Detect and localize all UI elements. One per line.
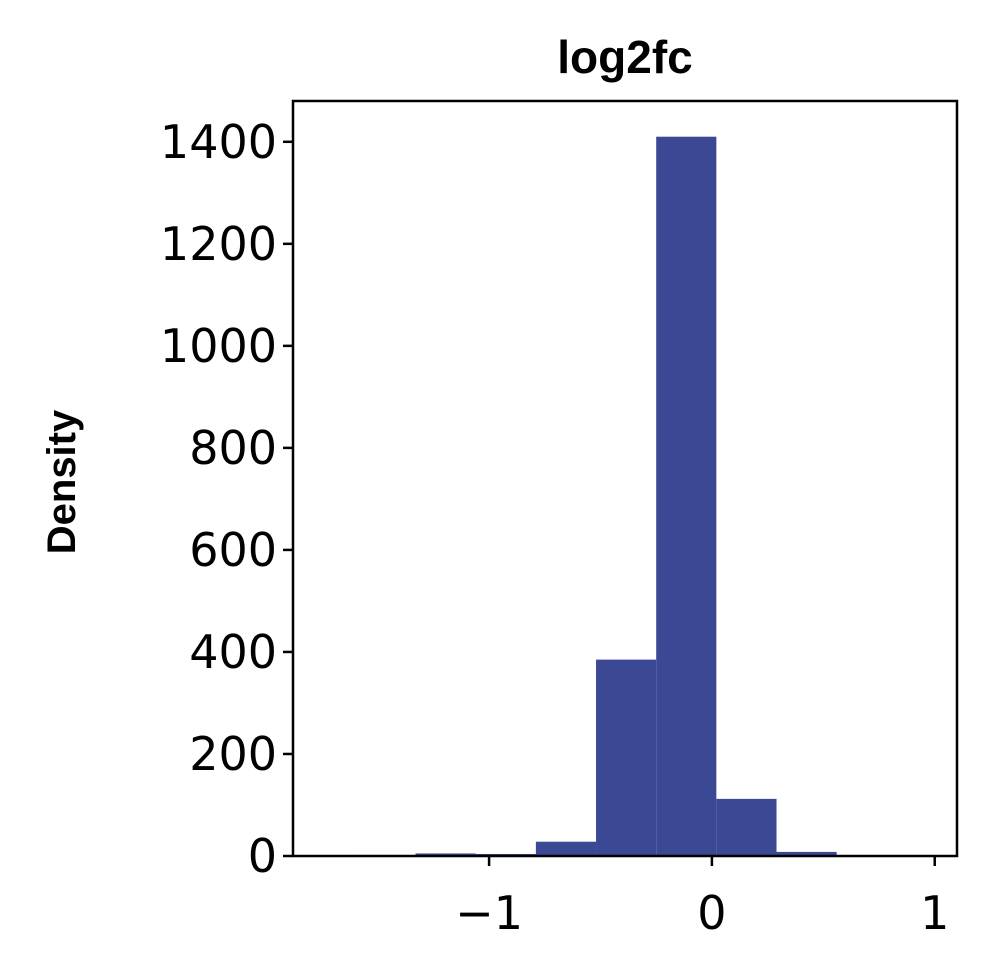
y-tick-label: 1200	[160, 217, 277, 271]
chart-title: log2fc	[557, 31, 692, 83]
y-tick-label: 1400	[160, 115, 277, 169]
plot-frame	[291, 99, 959, 858]
histogram-bar	[596, 659, 657, 856]
histogram-bar	[656, 136, 717, 856]
y-tick-label: 0	[248, 829, 277, 883]
y-tick-label: 800	[189, 421, 277, 475]
y-tick-label: 1000	[160, 319, 277, 373]
histogram-bar	[535, 841, 597, 856]
histogram-bars	[355, 136, 897, 856]
y-tick-label: 400	[189, 625, 277, 679]
x-tick-label: 1	[920, 886, 949, 940]
x-tick-label: −1	[455, 886, 523, 940]
histogram-bar	[716, 798, 777, 856]
y-tick-label: 200	[189, 727, 277, 781]
y-axis-label: Density	[40, 409, 84, 554]
x-tick-label: 0	[697, 886, 726, 940]
y-axis: 0 200 400 600 800 1000 1200 1400	[160, 115, 293, 883]
x-axis: −1 0 1	[455, 856, 949, 940]
y-tick-label: 600	[189, 523, 277, 577]
histogram-bar	[415, 853, 476, 856]
histogram-bar	[776, 851, 837, 856]
